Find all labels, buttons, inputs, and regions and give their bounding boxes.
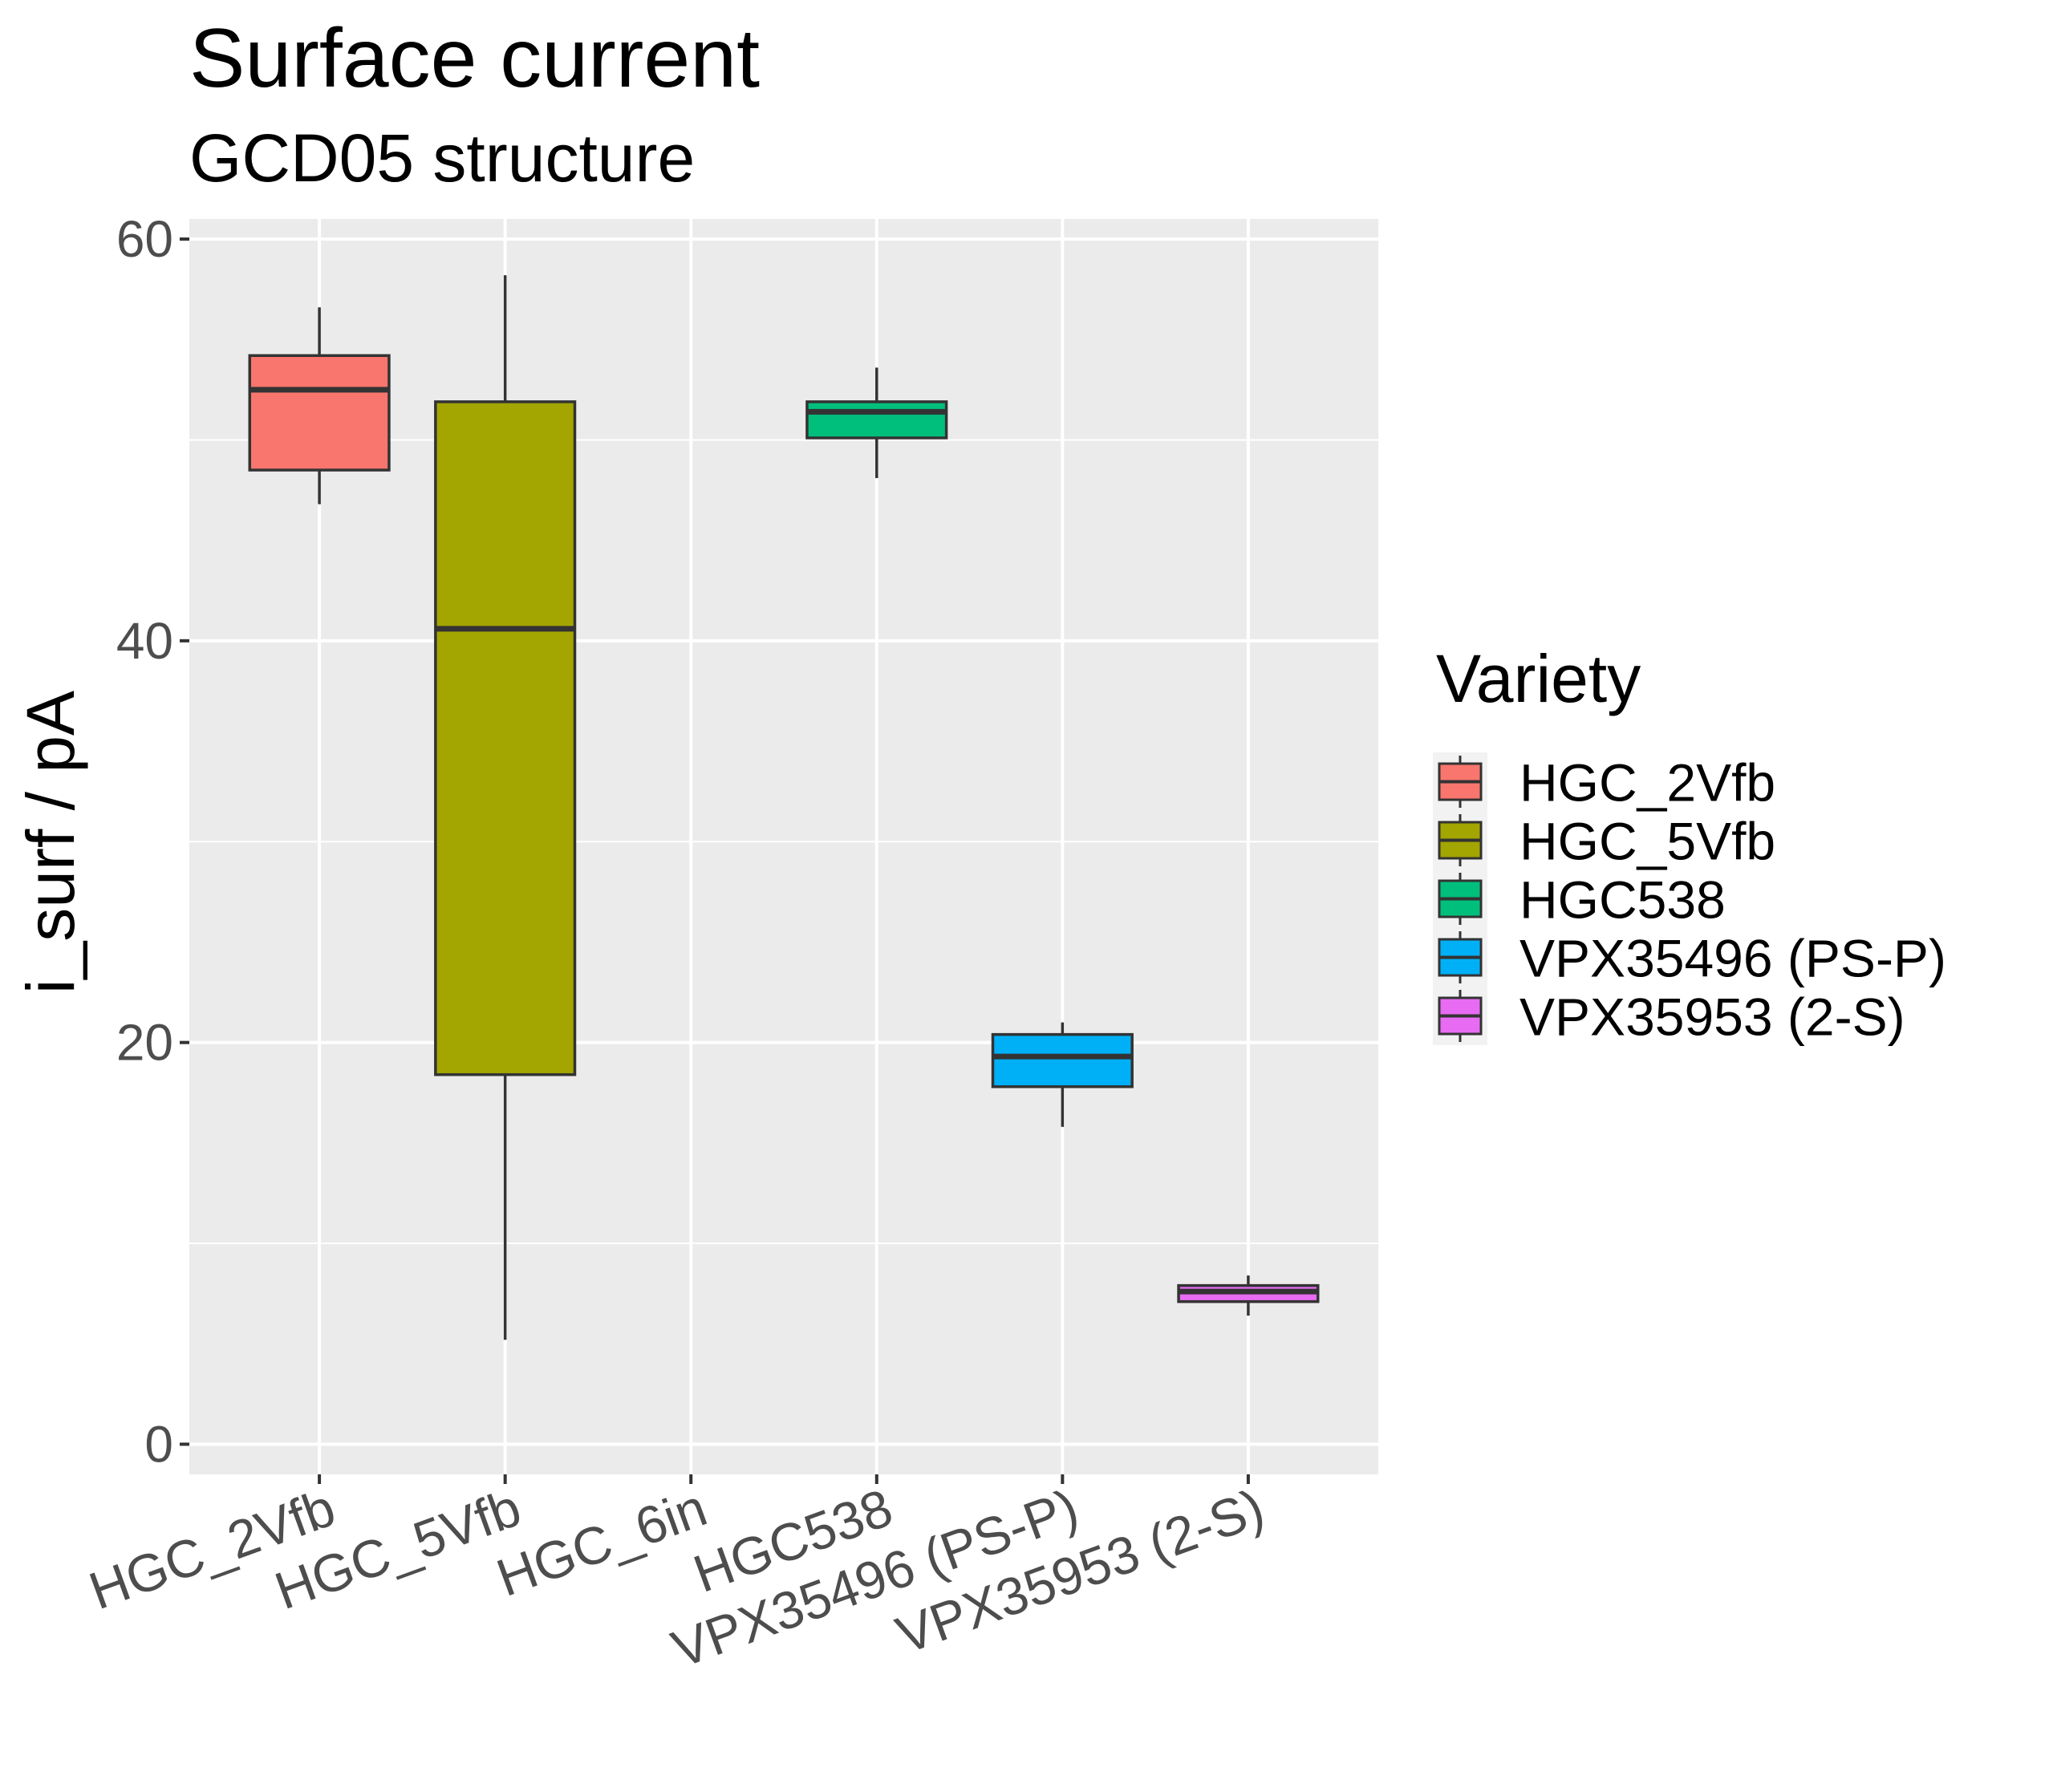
box-vpx35953-2-s — [1177, 1275, 1320, 1316]
box-body — [991, 1032, 1134, 1089]
y-tick-label: 60 — [116, 210, 173, 268]
legend-item: VPX35496 (PS-P) — [1438, 929, 1946, 988]
box-hgc-2vfb — [248, 307, 391, 505]
legend-label: HGC_5Vfb — [1519, 812, 1775, 871]
box-vpx35496-ps-p — [991, 1022, 1134, 1127]
y-tick-label: 40 — [116, 612, 173, 670]
legend-label: HGC538 — [1519, 870, 1726, 930]
legend-item: HGC_5Vfb — [1438, 812, 1775, 871]
y-axis-label: i_surf / pA — [13, 691, 88, 994]
box-hgc-5vfb — [434, 275, 577, 1340]
legend-label: VPX35953 (2-S) — [1519, 987, 1905, 1047]
legend-label: VPX35496 (PS-P) — [1519, 929, 1946, 988]
y-tick-label: 0 — [144, 1415, 173, 1473]
legend-item: HGC538 — [1438, 870, 1726, 930]
legend-label: HGC_2Vfb — [1519, 753, 1775, 813]
y-tick-label: 20 — [116, 1014, 173, 1072]
box-body — [248, 354, 391, 472]
box-hgc538 — [805, 367, 948, 479]
chart-title: Surface current — [189, 12, 760, 105]
box-body — [434, 400, 577, 1076]
box-body — [805, 400, 948, 440]
legend-title: Variety — [1436, 641, 1641, 716]
legend-item: HGC_2Vfb — [1438, 753, 1775, 813]
x-tick-label: HGC_6in — [489, 1478, 714, 1608]
chart-subtitle: GCD05 structure — [189, 120, 695, 196]
legend-item: VPX35953 (2-S) — [1438, 987, 1905, 1047]
plot-area: 0204060HGC_2VfbHGC_5VfbHGC_6inHGC538VPX3… — [82, 210, 1378, 1679]
